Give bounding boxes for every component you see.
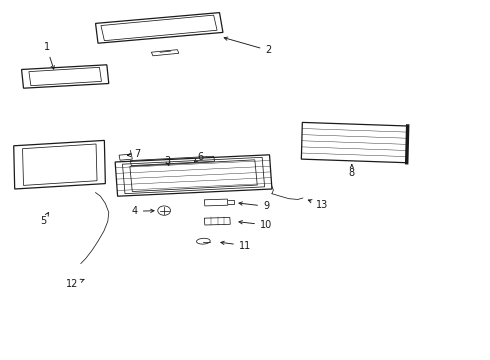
Text: 3: 3: [165, 156, 171, 166]
Text: 2: 2: [224, 37, 271, 55]
Text: 6: 6: [195, 152, 204, 162]
Text: 5: 5: [40, 212, 49, 226]
Text: 11: 11: [221, 240, 251, 251]
Text: 13: 13: [308, 199, 329, 210]
Text: 9: 9: [239, 201, 269, 211]
Text: 7: 7: [127, 149, 140, 159]
Text: 1: 1: [44, 42, 54, 69]
Text: 8: 8: [349, 165, 355, 178]
Text: 4: 4: [132, 206, 154, 216]
Text: 12: 12: [66, 279, 84, 289]
Text: 10: 10: [239, 220, 272, 230]
